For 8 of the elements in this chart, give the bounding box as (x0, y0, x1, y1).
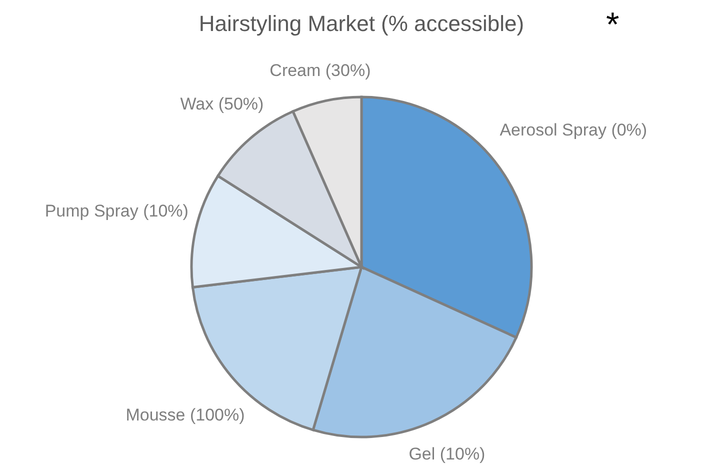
slice-label: Mousse (100%) (126, 406, 245, 425)
slice-label: Pump Spray (10%) (44, 201, 188, 220)
slice-label: Aerosol Spray (0%) (500, 120, 648, 140)
slice-label: Gel (10%) (408, 444, 486, 464)
text: * (606, 6, 620, 45)
slice-label: Cream (30%) (270, 60, 371, 80)
chart-title: Hairstyling Market (% accessible) (198, 10, 524, 36)
slice-label: Wax (50%) (180, 94, 264, 114)
